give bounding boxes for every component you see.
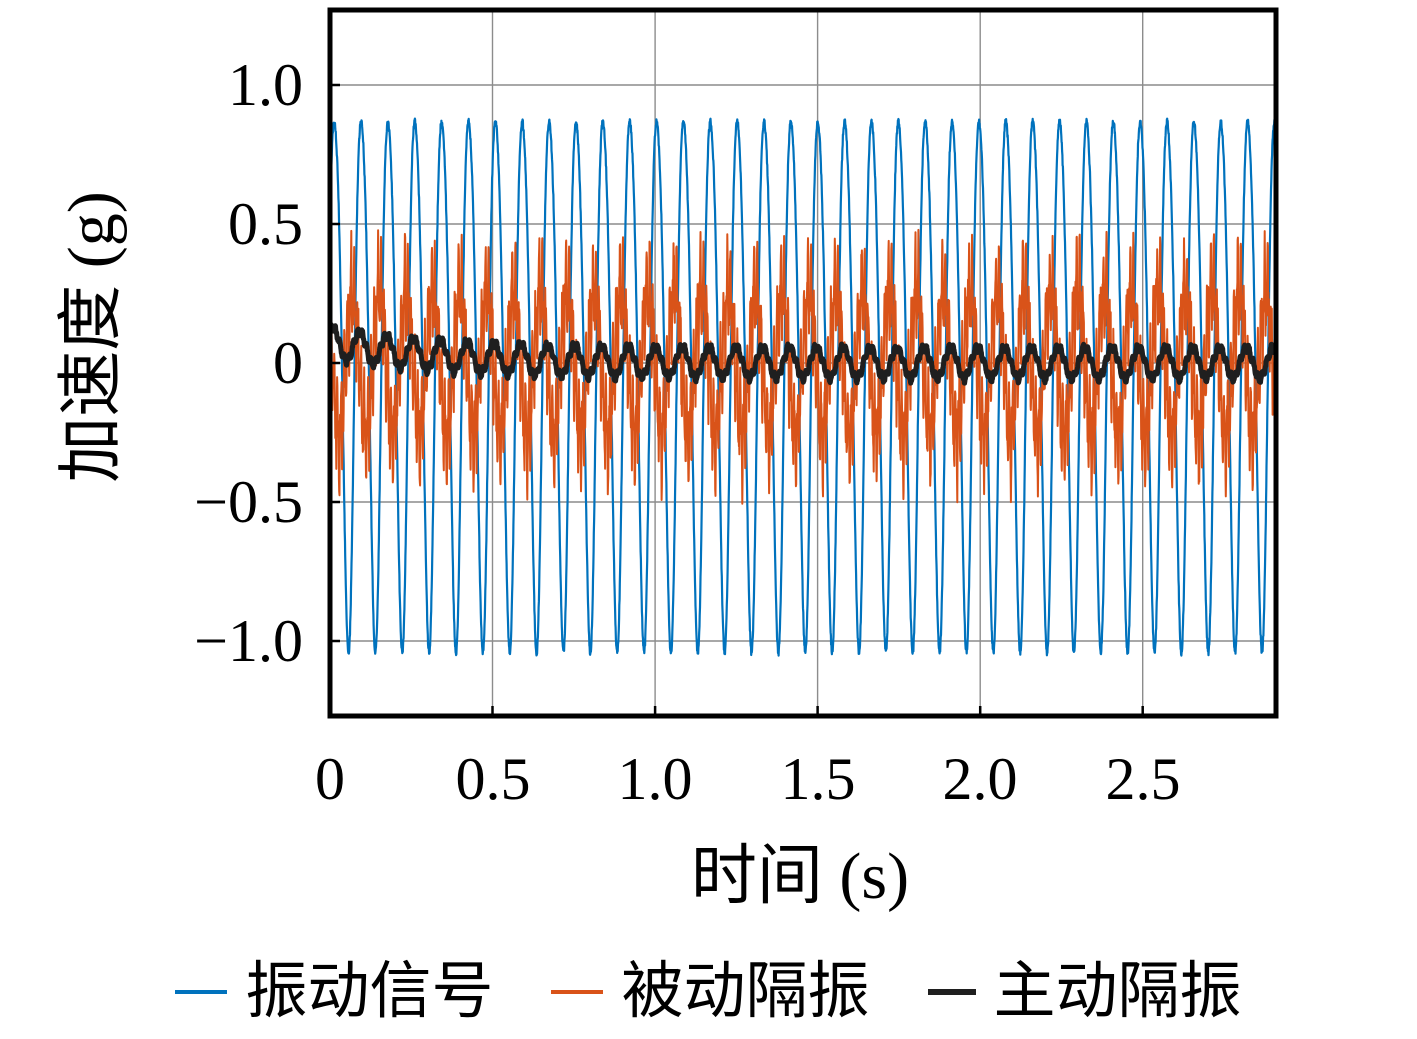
legend-label: 被动隔振: [621, 958, 870, 1026]
y-axis-label: 加速度 (g): [55, 191, 128, 483]
series-line-0: [330, 117, 1276, 657]
series-line-1: [330, 228, 1276, 505]
y-tick-label: 0.5: [228, 191, 303, 257]
y-tick-label: 0: [273, 330, 303, 396]
series-line-2: [330, 322, 1276, 386]
y-tick-label: 1.0: [228, 52, 303, 118]
x-axis-label: 时间 (s): [690, 840, 910, 913]
legend-item-passive-isolation: 被动隔振: [551, 956, 870, 1028]
axes-frame: [327, 7, 1279, 719]
legend: 振动信号 被动隔振 主动隔振: [0, 956, 1417, 1028]
x-tick-label: 0: [315, 746, 345, 812]
legend-label: 振动信号: [245, 958, 494, 1026]
legend-item-active-isolation: 主动隔振: [927, 956, 1242, 1028]
y-tick-label: −1.0: [194, 608, 303, 674]
x-tick-label: 2.5: [1105, 746, 1181, 812]
legend-line-swatch-orange: [551, 990, 604, 994]
y-tick-label: −0.5: [194, 469, 303, 535]
legend-label: 主动隔振: [993, 958, 1242, 1026]
x-tick-label: 1.5: [780, 746, 856, 812]
x-tick-label: 0.5: [455, 746, 531, 812]
legend-line-swatch-blue: [175, 990, 228, 994]
legend-item-vibration-signal: 振动信号: [175, 956, 493, 1028]
x-tick-label: 2.0: [942, 746, 1018, 812]
legend-line-swatch-black: [927, 989, 976, 995]
x-tick-label: 1.0: [617, 746, 693, 812]
